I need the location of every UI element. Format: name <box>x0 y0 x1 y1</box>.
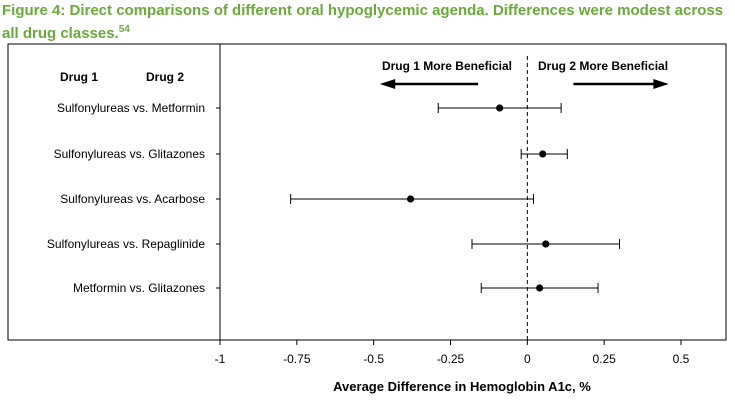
x-tick-label: -0.5 <box>363 352 384 366</box>
category-label: Metformin vs. Glitazones <box>73 281 205 295</box>
plot-frame <box>7 43 727 341</box>
x-tick-label: 0 <box>524 352 531 366</box>
category-label: Sulfonylureas vs. Metformin <box>57 101 205 115</box>
direction-label-left: Drug 1 More Beneficial <box>382 59 512 73</box>
x-tick-label: -0.75 <box>283 352 311 366</box>
caption-reference: 54 <box>118 24 130 35</box>
point-estimate <box>539 150 547 158</box>
category-label: Sulfonylureas vs. Repaglinide <box>47 237 205 251</box>
point-estimate <box>536 284 544 292</box>
category-label: Sulfonylureas vs. Glitazones <box>54 147 205 161</box>
point-estimate <box>542 240 550 248</box>
arrow-left-head <box>379 79 396 89</box>
arrow-right-head <box>653 79 669 89</box>
caption-text: Figure 4: Direct comparisons of differen… <box>2 2 724 42</box>
x-tick-label: 0.25 <box>592 352 616 366</box>
point-estimate <box>496 104 504 112</box>
x-tick-label: -1 <box>215 352 226 366</box>
direction-label-right: Drug 2 More Beneficial <box>538 59 668 73</box>
x-axis-label: Average Difference in Hemoglobin A1c, % <box>333 379 591 394</box>
category-label: Sulfonylureas vs. Acarbose <box>60 192 205 206</box>
x-tick-label: 0.5 <box>673 352 690 366</box>
x-tick-label: -0.25 <box>437 352 465 366</box>
point-estimate <box>406 195 415 203</box>
column-header-drug2: Drug 2 <box>146 70 184 84</box>
figure-caption: Figure 4: Direct comparisons of differen… <box>2 1 732 43</box>
column-header-drug1: Drug 1 <box>60 70 98 84</box>
